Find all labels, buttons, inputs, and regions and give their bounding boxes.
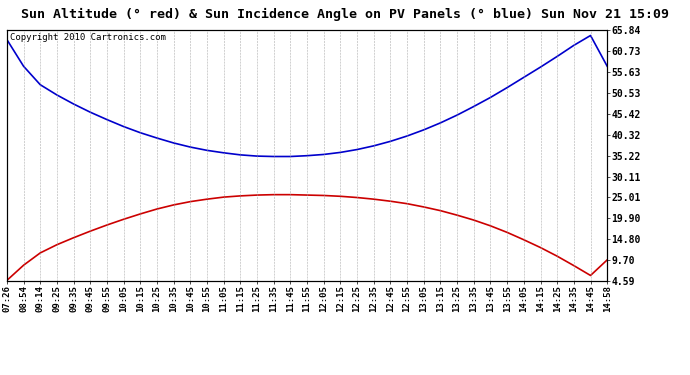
Text: Copyright 2010 Cartronics.com: Copyright 2010 Cartronics.com (10, 33, 166, 42)
Text: Sun Altitude (° red) & Sun Incidence Angle on PV Panels (° blue) Sun Nov 21 15:0: Sun Altitude (° red) & Sun Incidence Ang… (21, 8, 669, 21)
